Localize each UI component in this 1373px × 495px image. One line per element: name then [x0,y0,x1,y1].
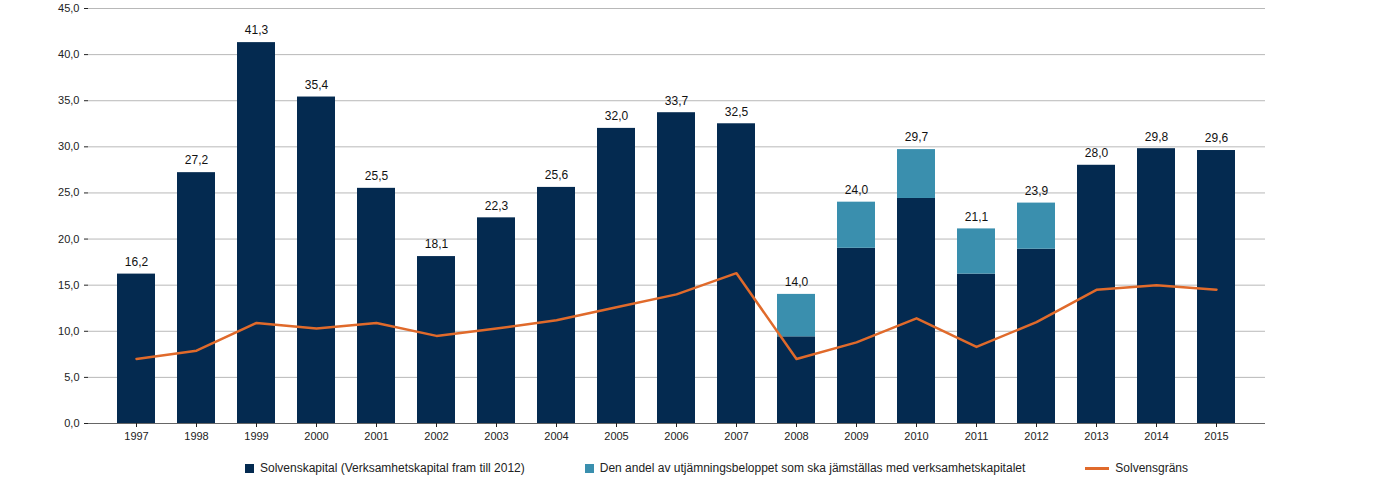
svg-text:29,6: 29,6 [1205,131,1229,145]
svg-text:2005: 2005 [604,430,628,442]
svg-text:0,0: 0,0 [64,417,79,429]
svg-text:20,0: 20,0 [58,233,79,245]
svg-text:23,9: 23,9 [1025,184,1049,198]
svg-text:32,0: 32,0 [605,109,629,123]
svg-text:1997: 1997 [124,430,148,442]
html-text:Den andel av utjämningsbeloppe: Den andel av utjämningsbeloppet som ska … [599,461,1026,475]
svg-text:2010: 2010 [904,430,928,442]
svg-text:2007: 2007 [724,430,748,442]
svg-text:2008: 2008 [784,430,808,442]
svg-text:2006: 2006 [664,430,688,442]
svg-text:5,0: 5,0 [64,371,79,383]
svg-text:16,2: 16,2 [125,255,149,269]
svg-text:2014: 2014 [1144,430,1168,442]
svg-text:2000: 2000 [304,430,328,442]
svg-text:14,0: 14,0 [785,275,809,289]
svg-text:25,5: 25,5 [365,169,389,183]
svg-text:1998: 1998 [184,430,208,442]
svg-text:1999: 1999 [244,430,268,442]
svg-text:41,3: 41,3 [245,23,269,37]
svg-text:2003: 2003 [484,430,508,442]
svg-text:25,6: 25,6 [545,168,569,182]
svg-text:29,8: 29,8 [1145,130,1169,144]
svg-text:33,7: 33,7 [665,94,689,108]
svg-text:35,4: 35,4 [305,78,329,92]
svg-text:10,0: 10,0 [58,325,79,337]
svg-text:45,0: 45,0 [58,2,79,14]
svg-text:2001: 2001 [364,430,388,442]
svg-text:25,0: 25,0 [58,186,79,198]
svg-text:29,7: 29,7 [905,130,929,144]
svg-text:40,0: 40,0 [58,48,79,60]
svg-text:22,3: 22,3 [485,199,509,213]
svg-text:27,2: 27,2 [185,153,209,167]
svg-text:2012: 2012 [1024,430,1048,442]
svg-text:2015: 2015 [1204,430,1228,442]
svg-text:2013: 2013 [1084,430,1108,442]
svg-text:2011: 2011 [965,430,989,442]
svg-text:15,0: 15,0 [58,279,79,291]
svg-text:24,0: 24,0 [845,183,869,197]
svg-text:2009: 2009 [844,430,868,442]
svg-text:18,1: 18,1 [425,237,449,251]
svg-text:21,1: 21,1 [965,210,989,224]
svg-text:28,0: 28,0 [1085,146,1109,160]
svg-text:2004: 2004 [544,430,568,442]
svg-text:2002: 2002 [424,430,448,442]
html-text:Solvensgräns: Solvensgräns [1115,461,1188,475]
html-text:Solvenskapital (Verksamhetskap: Solvenskapital (Verksamhetskapital fram … [260,461,525,475]
svg-text:30,0: 30,0 [58,140,79,152]
svg-text:35,0: 35,0 [58,94,79,106]
svg-text:32,5: 32,5 [725,105,749,119]
